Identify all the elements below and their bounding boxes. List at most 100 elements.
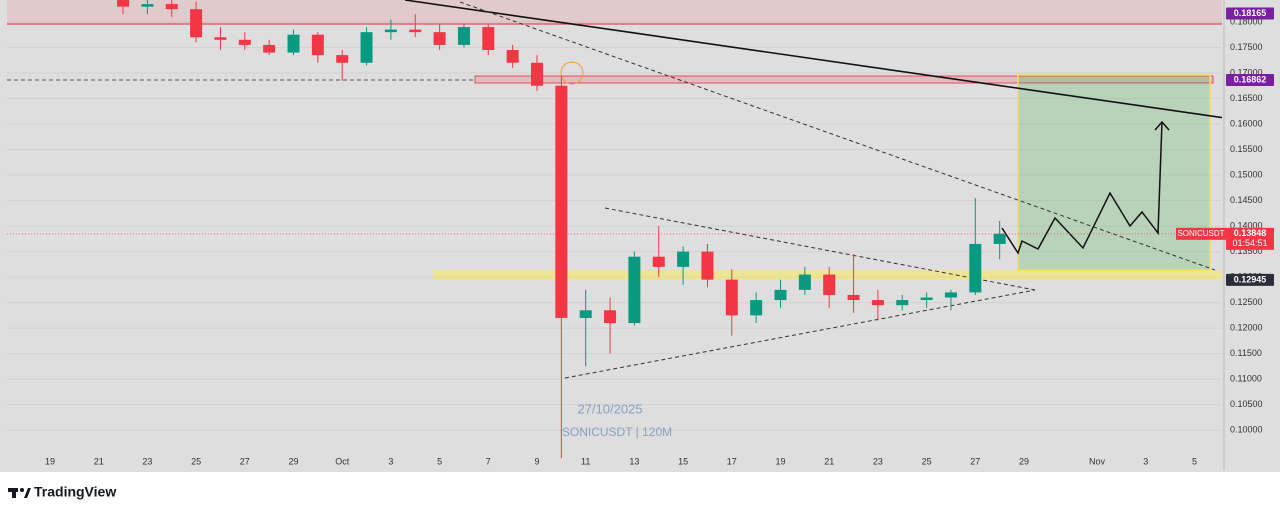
candle-body: [190, 9, 203, 38]
symbol-label-box: [1176, 227, 1226, 240]
candle-body: [311, 34, 324, 56]
symbol-label: SONICUSDT: [1177, 229, 1224, 238]
watermark-symbol: SONICUSDT | 120M: [562, 425, 672, 439]
resistance-zone: [7, 0, 1222, 24]
candle-body: [409, 29, 422, 33]
x-tick-label: 25: [191, 456, 201, 466]
candle-body: [798, 274, 811, 290]
candle-body: [920, 297, 933, 301]
price-label: 0.12945: [1234, 274, 1267, 284]
x-tick-label: 25: [922, 456, 932, 466]
y-tick-label: 0.12500: [1230, 297, 1263, 307]
triangle-upper: [604, 207, 1036, 291]
candle-body: [482, 27, 495, 51]
candle-body: [165, 4, 178, 10]
price-label-box: [1226, 7, 1274, 20]
candle-body: [871, 300, 884, 306]
triangle-lower: [564, 289, 1036, 379]
x-tick-label: 15: [678, 456, 688, 466]
x-tick-label: 19: [45, 456, 55, 466]
x-tick-label: 17: [727, 456, 737, 466]
candle-body: [896, 300, 909, 306]
candle-body: [604, 310, 617, 324]
grid: [7, 21, 1222, 431]
y-tick-label: 0.15500: [1230, 144, 1263, 154]
candle-body: [117, 0, 130, 7]
countdown-label: 01:54:51: [1232, 238, 1267, 248]
watermark-date: 27/10/2025: [577, 401, 642, 416]
x-tick-label: 3: [388, 456, 393, 466]
candle-body: [433, 32, 446, 45]
highlight-circle: [560, 61, 584, 85]
candle-body: [263, 44, 276, 53]
candle-body: [555, 85, 568, 318]
candle-body: [944, 292, 957, 298]
y-tick-label: 0.14500: [1230, 195, 1263, 205]
footer-bg: [0, 472, 1280, 514]
candle-body: [287, 34, 300, 53]
candle-body: [579, 310, 592, 318]
supply-zone: [474, 75, 1214, 84]
x-tick-label: 5: [437, 456, 442, 466]
trend-line: [404, 0, 1222, 119]
logo: [8, 488, 31, 498]
x-tick-label: 3: [1143, 456, 1148, 466]
x-tick-label: 9: [534, 456, 539, 466]
axes: 0.10000 0.10500 0.11000 0.11500 0.12000 0.125…: [7, 0, 1280, 472]
candle-body: [384, 29, 397, 33]
x-tick-label: 29: [1019, 456, 1029, 466]
x-tick-label: 5: [1192, 456, 1197, 466]
x-tick-label: 29: [288, 456, 298, 466]
candle-body: [214, 37, 227, 40]
y-tick-label: 0.16000: [1230, 118, 1263, 128]
x-tick-label: 23: [873, 456, 883, 466]
y-tick-label: 0.17000: [1230, 67, 1263, 77]
y-tick-label: 0.16500: [1230, 93, 1263, 103]
candle-body: [823, 274, 836, 295]
x-tick-label: 27: [240, 456, 250, 466]
x-tick-label: 7: [486, 456, 491, 466]
candles: [117, 0, 1006, 459]
x-tick-label: Nov: [1089, 456, 1106, 466]
x-tick-label: 11: [581, 456, 590, 466]
y-tick-label: 0.18000: [1230, 16, 1263, 26]
candle-body: [993, 233, 1006, 244]
background: [0, 0, 1280, 472]
last-price-box: [1226, 227, 1274, 250]
arrow-head: [1154, 120, 1170, 131]
candle-body: [750, 300, 763, 316]
last-price-label: 0.13848: [1234, 228, 1267, 238]
price-label: 0.16862: [1234, 74, 1267, 84]
y-tick-label: 0.10000: [1230, 425, 1263, 435]
candle-body: [701, 251, 714, 280]
y-tick-label: 0.10500: [1230, 399, 1263, 409]
x-tick-label: 13: [629, 456, 639, 466]
x-tick-label: 27: [970, 456, 980, 466]
brand: TradingView: [34, 484, 116, 500]
y-tick-label: 0.12000: [1230, 323, 1263, 333]
projection-path: [1001, 121, 1163, 255]
candle-body: [774, 289, 787, 301]
candle-body: [652, 256, 665, 267]
drawings: [7, 0, 1222, 379]
x-tick-label: Oct: [335, 456, 350, 466]
candle-body: [238, 39, 251, 45]
candle-body: [360, 32, 373, 63]
candle-body: [847, 294, 860, 301]
y-tick-label: 0.15000: [1230, 169, 1263, 179]
candle-body: [141, 4, 154, 7]
dashed-trend-line: [459, 1, 1216, 271]
y-tick-label: 0.13500: [1230, 246, 1263, 256]
price-label-box: [1226, 74, 1274, 87]
y-tick-label: 0.14000: [1230, 220, 1263, 230]
x-tick-label: 23: [142, 456, 152, 466]
candle-body: [506, 50, 519, 63]
target-box: [1017, 74, 1211, 271]
x-tick-label: 21: [94, 456, 104, 466]
y-tick-label: 0.17500: [1230, 42, 1263, 52]
candle-body: [677, 251, 690, 267]
y-tick-label: 0.11500: [1230, 348, 1262, 358]
x-tick-label: 21: [824, 456, 834, 466]
